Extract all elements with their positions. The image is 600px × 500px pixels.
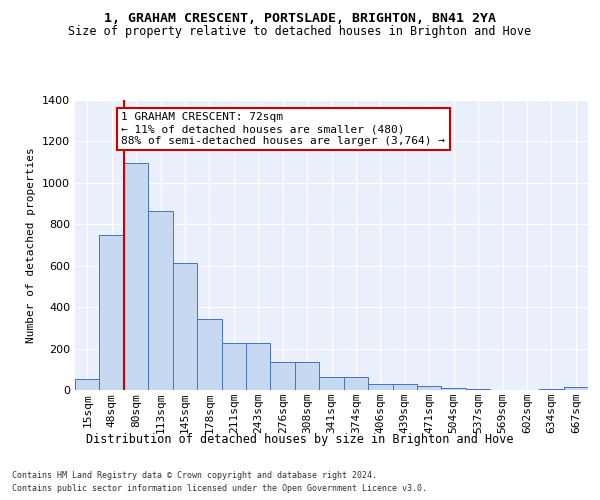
- Bar: [319, 376, 344, 390]
- Bar: [392, 384, 417, 390]
- Bar: [100, 234, 124, 390]
- Bar: [271, 362, 295, 390]
- Bar: [148, 211, 173, 390]
- Bar: [417, 386, 442, 390]
- Text: 1 GRAHAM CRESCENT: 72sqm
← 11% of detached houses are smaller (480)
88% of semi-: 1 GRAHAM CRESCENT: 72sqm ← 11% of detach…: [121, 112, 445, 146]
- Bar: [246, 344, 271, 390]
- Text: 1, GRAHAM CRESCENT, PORTSLADE, BRIGHTON, BN41 2YA: 1, GRAHAM CRESCENT, PORTSLADE, BRIGHTON,…: [104, 12, 496, 26]
- Y-axis label: Number of detached properties: Number of detached properties: [26, 147, 37, 343]
- Bar: [124, 163, 148, 390]
- Bar: [221, 344, 246, 390]
- Bar: [173, 262, 197, 390]
- Bar: [197, 318, 221, 390]
- Bar: [344, 376, 368, 390]
- Text: Contains HM Land Registry data © Crown copyright and database right 2024.: Contains HM Land Registry data © Crown c…: [12, 471, 377, 480]
- Text: Contains public sector information licensed under the Open Government Licence v3: Contains public sector information licen…: [12, 484, 427, 493]
- Bar: [563, 387, 588, 390]
- Bar: [295, 362, 319, 390]
- Bar: [75, 379, 100, 390]
- Text: Size of property relative to detached houses in Brighton and Hove: Size of property relative to detached ho…: [68, 25, 532, 38]
- Bar: [442, 388, 466, 390]
- Bar: [368, 384, 392, 390]
- Text: Distribution of detached houses by size in Brighton and Hove: Distribution of detached houses by size …: [86, 432, 514, 446]
